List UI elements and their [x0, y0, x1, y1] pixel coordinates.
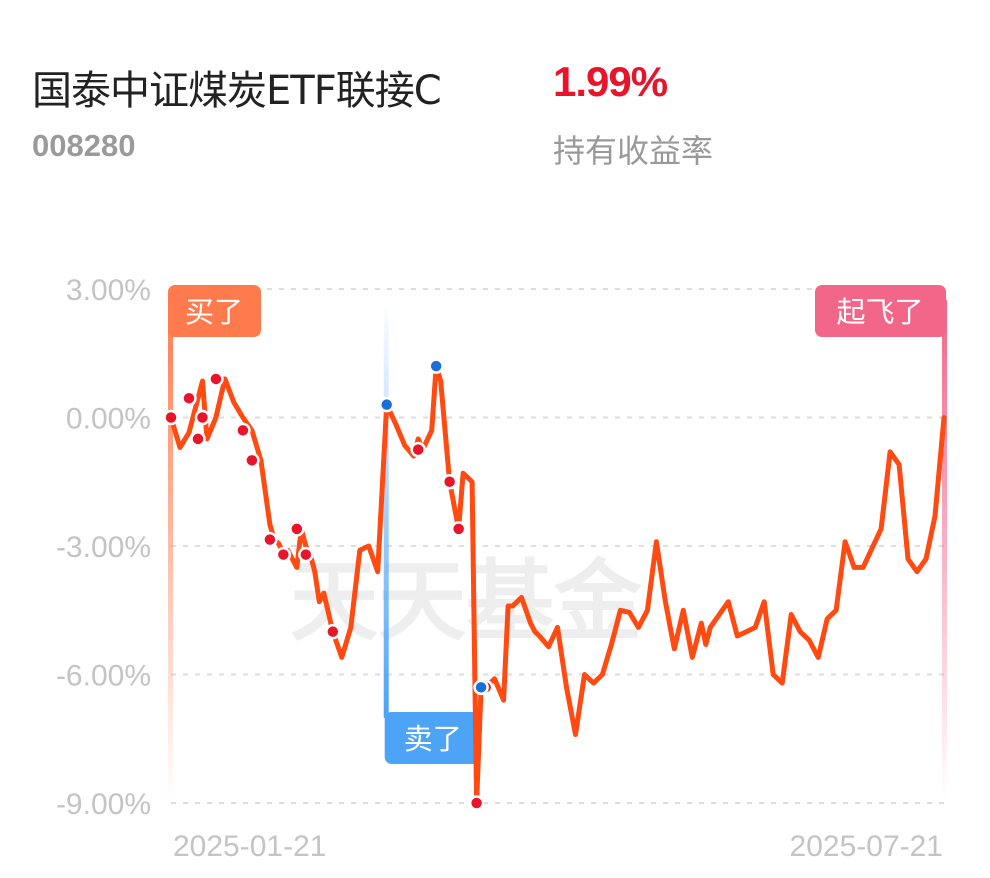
buy-marker-line [168, 300, 173, 800]
buy-point [262, 531, 278, 548]
up-marker-line [942, 300, 947, 800]
up-marker-label: 起飞了 [836, 295, 923, 329]
holding-return-value: 1.99% [553, 58, 668, 105]
y-tick-label: -3.00% [56, 531, 151, 564]
y-tick-label: 0.00% [66, 403, 151, 436]
holding-return-label: 持有收益率 [553, 132, 714, 170]
fund-code: 008280 [32, 128, 136, 163]
sell-marker-tag [384, 712, 481, 764]
sell-point [473, 679, 489, 696]
buy-point [289, 521, 305, 537]
buy-point [450, 521, 467, 537]
up-marker-tag [815, 285, 946, 337]
watermark: 天天基金 [290, 550, 643, 653]
buy-point [181, 390, 197, 406]
sell-marker-label: 卖了 [404, 722, 462, 756]
buy-marker-label: 买了 [185, 295, 243, 329]
return-series-line [168, 363, 947, 806]
sell-marker-line [383, 298, 389, 718]
buy-marker-tag [168, 285, 261, 337]
buy-point [194, 409, 211, 426]
buy-point [410, 441, 426, 458]
buy-point [298, 546, 314, 563]
buy-point [208, 371, 224, 387]
buy-point [244, 452, 260, 469]
sell-point [428, 358, 444, 374]
y-tick-label: -6.00% [56, 660, 151, 693]
y-tick-label: 3.00% [66, 274, 151, 307]
buy-point [325, 623, 341, 640]
buy-point [235, 422, 251, 439]
buy-point [441, 474, 458, 490]
x-tick-label: 2025-01-21 [173, 830, 326, 863]
buy-point [275, 546, 292, 563]
y-tick-label: -9.00% [56, 788, 151, 821]
buy-point [190, 431, 206, 447]
buy-point [468, 795, 485, 811]
sell-point [378, 396, 395, 413]
buy-point [163, 409, 179, 426]
x-tick-label: 2025-07-21 [790, 830, 943, 863]
fund-name: 国泰中证煤炭ETF联接C [32, 68, 442, 114]
